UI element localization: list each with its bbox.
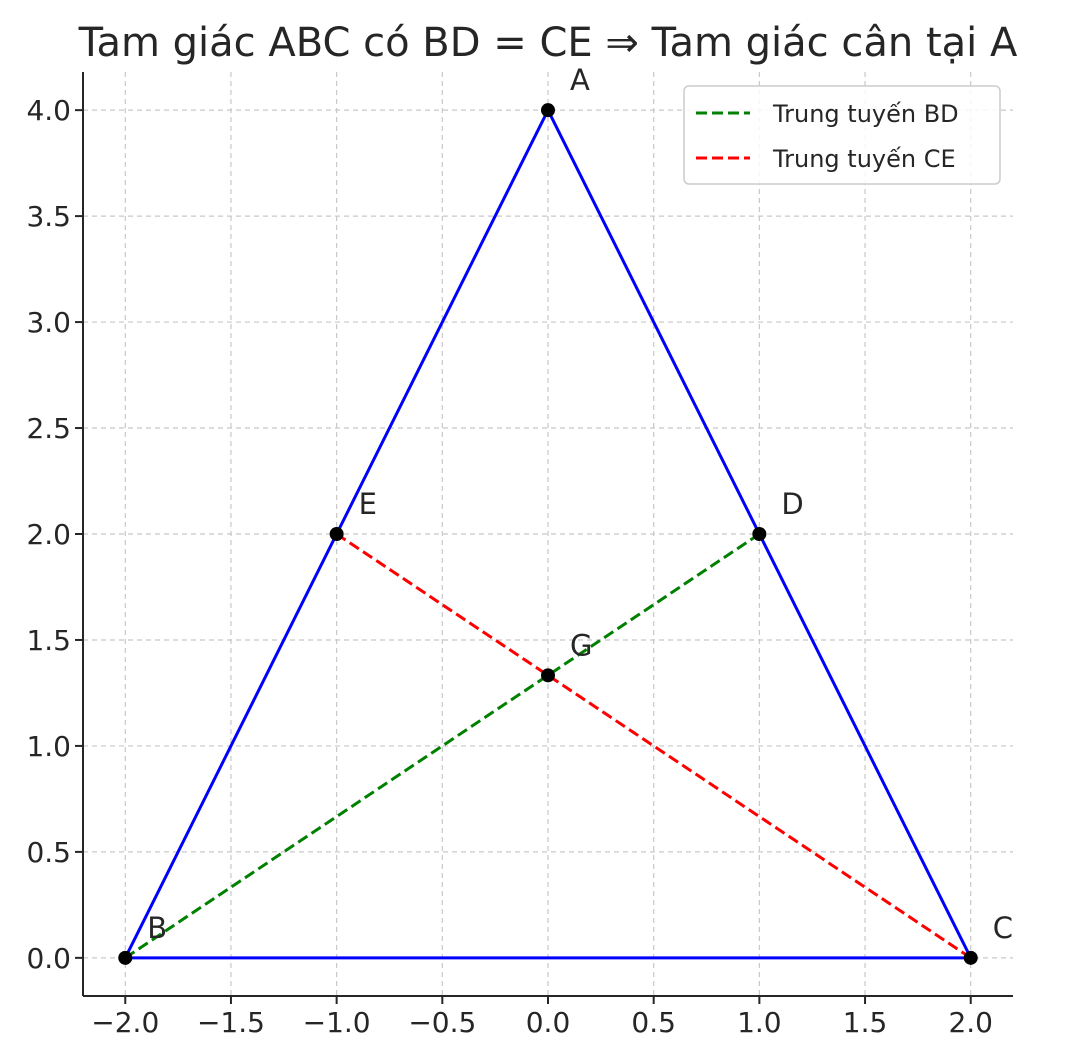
axes: −2.0 −1.5 −1.0 −0.5 0.0 0.5 1.0 1.5 2.0 0.0 0.5 1.0… <box>26 72 1013 1039</box>
y-tick-label-7: 3.5 <box>26 200 71 233</box>
legend-label-0: Trung tuyến BD <box>772 100 959 128</box>
y-tick-label-8: 4.0 <box>26 94 71 127</box>
point-label-C: C <box>993 911 1013 945</box>
x-tick-label-2: −1.0 <box>303 1006 371 1039</box>
y-tick-label-5: 2.5 <box>26 412 71 445</box>
point-label-D: D <box>781 487 803 521</box>
point-G <box>541 668 555 683</box>
x-tick-label-5: 0.5 <box>631 1006 676 1039</box>
point-label-G: G <box>570 628 592 662</box>
points-layer: A B C D E G <box>118 63 1013 965</box>
x-tick-label-3: −0.5 <box>408 1006 476 1039</box>
point-label-B: B <box>147 911 167 945</box>
x-tick-label-0: −2.0 <box>91 1006 159 1039</box>
point-label-E: E <box>359 487 377 521</box>
x-tick-label-6: 1.0 <box>737 1006 782 1039</box>
x-tick-label-4: 0.0 <box>526 1006 571 1039</box>
y-tick-label-2: 1.0 <box>26 730 71 763</box>
point-E <box>329 527 344 541</box>
x-tick-label-1: −1.5 <box>197 1006 265 1039</box>
y-tick-label-6: 3.0 <box>26 306 71 339</box>
point-D <box>752 527 767 541</box>
y-tick-label-3: 1.5 <box>26 624 71 657</box>
point-A <box>541 103 555 118</box>
x-tick-label-7: 1.5 <box>843 1006 888 1039</box>
legend: Trung tuyến BD Trung tuyến CE <box>683 85 1001 185</box>
point-label-A: A <box>570 63 590 97</box>
x-tick-label-8: 2.0 <box>948 1006 993 1039</box>
legend-label-1: Trung tuyến CE <box>772 145 956 173</box>
point-B <box>118 950 133 965</box>
y-tick-label-1: 0.5 <box>26 836 71 869</box>
grid <box>83 72 1013 996</box>
legend-box <box>683 85 1001 185</box>
point-C <box>963 950 978 965</box>
y-tick-label-0: 0.0 <box>26 942 71 975</box>
y-tick-label-4: 2.0 <box>26 518 71 551</box>
chart-title: Tam giác ABC có BD = CE ⇒ Tam giác cân t… <box>78 20 1018 66</box>
